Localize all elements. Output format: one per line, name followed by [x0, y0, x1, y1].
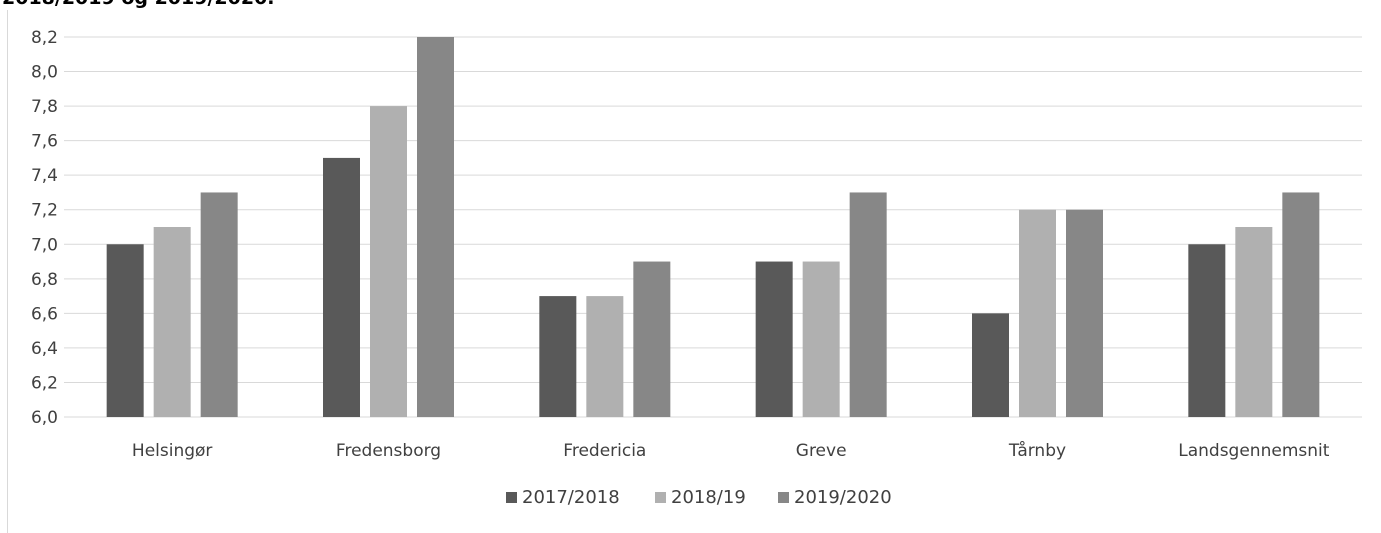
bar [1066, 209, 1103, 417]
legend-label: 2017/2018 [522, 487, 620, 508]
bar [370, 106, 407, 417]
bar [1282, 192, 1320, 417]
bar [1188, 244, 1226, 417]
y-axis: 6,0 6,2 6,4 6,6 6,8 7,0 7,2 7,4 7,6 7,8 8,0 8,2 [31, 28, 58, 428]
legend-label: 2018/19 [671, 487, 746, 508]
bars [106, 37, 1320, 417]
y-tick-label: 6,6 [31, 304, 58, 324]
bar [972, 313, 1009, 417]
bar [633, 261, 671, 417]
gridlines [64, 36, 1362, 418]
bar [153, 227, 191, 417]
x-category-label: Helsingør [132, 441, 213, 461]
bar [755, 261, 793, 417]
bar [1019, 209, 1056, 417]
x-category-label: Fredericia [563, 441, 646, 461]
legend-swatch [778, 492, 789, 503]
y-tick-label: 7,8 [31, 97, 58, 117]
x-category-label: Tårnby [1008, 440, 1066, 461]
caption-strip: 2018/2019 og 2019/2020. [0, 0, 1381, 9]
y-tick-label: 8,2 [31, 28, 58, 48]
y-tick-label: 7,6 [31, 132, 58, 152]
y-tick-label: 7,0 [31, 235, 58, 255]
legend-swatch [655, 492, 666, 503]
bar [200, 192, 238, 417]
legend-swatch [506, 492, 517, 503]
bar [802, 261, 840, 417]
x-axis: Helsingør Fredensborg Fredericia Greve Tårnb… [132, 440, 1330, 461]
y-tick-label: 7,4 [31, 166, 58, 186]
bar [323, 157, 360, 417]
y-tick-label: 6,2 [31, 373, 58, 393]
legend-label: 2019/2020 [794, 487, 892, 508]
y-tick-label: 6,4 [31, 339, 58, 359]
bar [586, 296, 624, 417]
y-tick-label: 8,0 [31, 63, 58, 83]
legend: 2017/2018 2018/19 2019/2020 [506, 487, 892, 508]
x-category-label: Greve [796, 441, 847, 461]
y-tick-label: 7,2 [31, 201, 58, 221]
y-tick-label: 6,8 [31, 270, 58, 290]
x-category-label: Landsgennemsnit [1178, 441, 1329, 461]
bar [106, 244, 144, 417]
chart-caption: 2018/2019 og 2019/2020. [2, 0, 275, 9]
bar [539, 296, 577, 417]
bar [1235, 227, 1273, 417]
bar [849, 192, 887, 417]
y-tick-label: 6,0 [31, 408, 58, 428]
chart-frame [7, 10, 1381, 533]
x-category-label: Fredensborg [336, 441, 441, 461]
bar [417, 37, 454, 417]
